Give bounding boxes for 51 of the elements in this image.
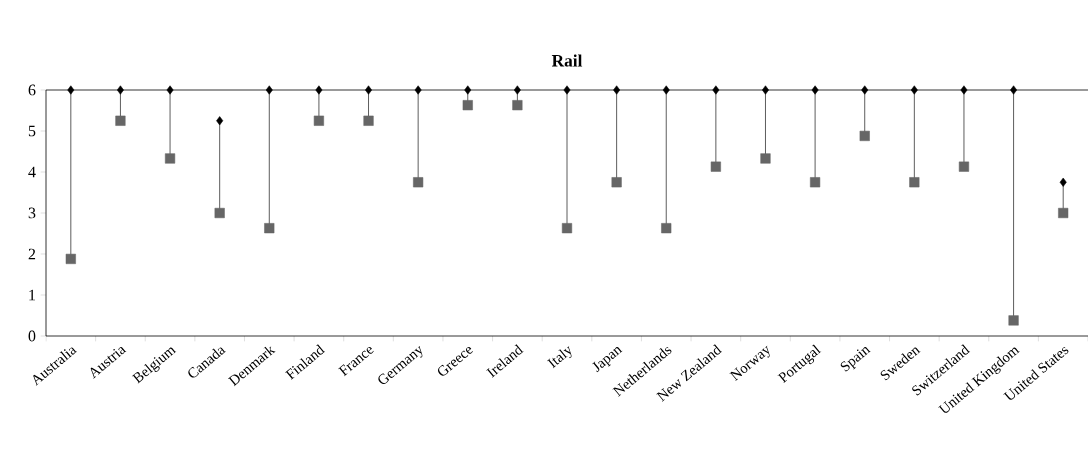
y-tick-label: 5 (28, 125, 36, 137)
point (365, 85, 372, 95)
point (661, 223, 672, 234)
y-tick-label: 0 (28, 330, 36, 342)
point (960, 85, 968, 95)
point (462, 100, 473, 111)
point (710, 161, 721, 172)
point (464, 85, 472, 95)
point (561, 223, 573, 234)
point (613, 85, 621, 95)
point (760, 153, 771, 164)
point (413, 177, 424, 188)
chart-title: Rail (551, 54, 583, 67)
point (810, 177, 821, 188)
point (811, 85, 819, 95)
point (1058, 207, 1069, 219)
x-tick-label: Italy (546, 346, 572, 369)
point (65, 253, 76, 264)
point (414, 85, 422, 95)
y-tick-label: 3 (28, 207, 36, 219)
point (166, 85, 174, 95)
point (861, 85, 869, 95)
point (264, 223, 275, 234)
point (1010, 85, 1018, 95)
point (1008, 315, 1019, 326)
y-tick-label: 1 (29, 289, 36, 301)
point (909, 177, 920, 188)
point (1059, 177, 1067, 187)
point (214, 207, 225, 219)
point (958, 161, 970, 172)
point (512, 100, 523, 111)
point (611, 177, 622, 188)
y-tick-label: 2 (28, 248, 36, 260)
point (910, 85, 918, 95)
point (265, 85, 273, 95)
point (563, 85, 571, 95)
point (164, 153, 176, 164)
point (712, 85, 720, 95)
point (315, 85, 323, 95)
y-tick-label: 6 (28, 84, 36, 96)
y-tick-label: 4 (28, 166, 36, 178)
point (216, 116, 224, 126)
point (313, 115, 324, 126)
point (115, 115, 126, 126)
point (762, 85, 769, 95)
point (363, 115, 374, 126)
point (859, 130, 870, 141)
point (662, 85, 670, 95)
point (116, 85, 124, 95)
point (67, 85, 75, 95)
point (513, 85, 521, 95)
